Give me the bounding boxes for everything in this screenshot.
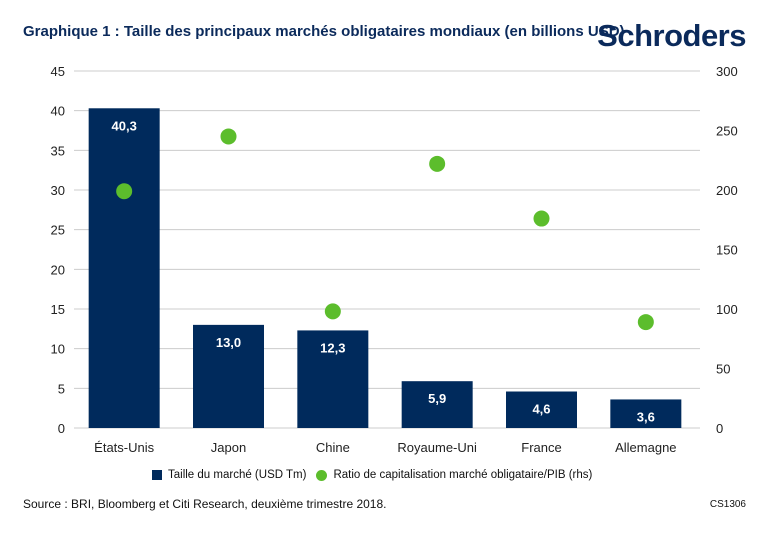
bar-value-label: 4,6 [532,402,550,417]
y-right-tick-label: 300 [716,64,738,79]
bar [193,324,264,428]
bar [88,108,160,428]
y-left-tick-label: 15 [51,302,65,317]
y-left-tick-label: 35 [51,143,65,158]
y-left-tick-label: 40 [51,104,65,119]
bar [506,391,577,428]
source-note: Source : BRI, Bloomberg et Citi Research… [23,497,387,511]
legend-label-market-size: Taille du marché (USD Tm) [168,469,307,481]
y-left-tick-label: 20 [51,262,65,277]
x-tick-label: États-Unis [94,440,154,455]
y-left-tick-label: 10 [51,342,65,357]
ratio-dot [116,183,133,200]
y-left-tick-label: 0 [58,421,65,436]
y-right-tick-label: 250 [716,124,738,139]
bar-value-label: 13,0 [216,335,241,350]
ratio-dot [429,155,446,172]
document-code: CS1306 [709,499,746,510]
y-right-tick-label: 0 [716,421,723,436]
bar-value-label: 40,3 [112,118,137,133]
legend-item-market-size: Taille du marché (USD Tm) [152,469,306,481]
y-left-tick-label: 25 [51,223,65,238]
ratio-dot [324,303,341,320]
y-right-tick-label: 100 [716,302,738,317]
legend-dot-swatch [316,469,328,481]
bar-value-label: 3,6 [637,409,655,424]
legend-bar-swatch [152,470,162,480]
y-right-tick-label: 200 [716,183,738,198]
bar [610,399,682,428]
legend-item-ratio: Ratio de capitalisation marché obligatai… [316,469,592,481]
bar-value-label: 12,3 [320,340,345,355]
ratio-dot [220,128,237,145]
bar [297,330,369,428]
ratio-dot [637,314,654,331]
x-tick-label: Royaume-Uni [397,440,477,455]
x-tick-label: France [521,440,561,455]
x-tick-label: Japon [211,440,246,455]
ratio-dot [533,210,550,227]
bar-value-label: 5,9 [428,391,446,406]
y-right-tick-label: 50 [716,362,730,377]
x-tick-label: Chine [316,440,350,455]
y-left-tick-label: 5 [58,381,65,396]
legend-label-ratio: Ratio de capitalisation marché obligatai… [333,469,593,481]
y-left-tick-label: 45 [51,64,65,79]
bar [401,381,473,428]
chart-legend: Taille du marché (USD Tm) Ratio de capit… [152,469,592,481]
y-left-tick-label: 30 [51,183,65,198]
x-tick-label: Allemagne [615,440,676,455]
chart-title: Graphique 1 : Taille des principaux marc… [23,23,625,40]
y-right-tick-label: 150 [716,243,738,258]
schroders-logo: Schroders [597,18,746,53]
